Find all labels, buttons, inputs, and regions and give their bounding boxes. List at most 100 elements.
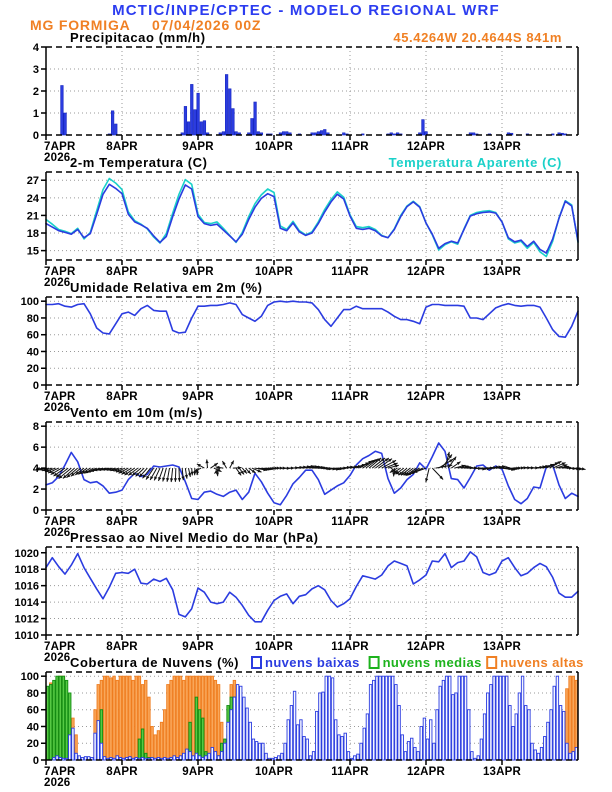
cloud-bar-blue xyxy=(74,752,78,761)
precip-bar xyxy=(180,132,184,136)
wind-arrowhead xyxy=(194,468,199,472)
cloud-bar-blue xyxy=(353,755,357,761)
cloud-bar-blue xyxy=(539,746,544,761)
model-title: MCTIC/INPE/CPTEC - MODELO REGIONAL WRF xyxy=(112,2,500,19)
cloud-bar-blue xyxy=(251,738,256,761)
wind-arrowhead xyxy=(56,473,60,478)
x-tick-label: 13APR xyxy=(483,641,522,653)
cloud-bar-blue xyxy=(191,755,195,761)
cloud-bar-blue xyxy=(372,679,376,761)
precip-bar xyxy=(193,109,197,136)
wind-arrowhead xyxy=(142,474,147,479)
y-tick-label: 6 xyxy=(33,442,39,454)
cloud-bar-blue xyxy=(406,741,411,761)
wind-arrowhead xyxy=(188,472,192,477)
wind-arrowhead xyxy=(393,462,398,466)
y-tick-label: 27 xyxy=(27,175,39,187)
cloud-bar-green xyxy=(64,679,69,761)
cloud-bar-blue xyxy=(536,752,541,761)
x-year-label: 2026 xyxy=(44,277,70,289)
wind-arrowhead xyxy=(215,472,220,477)
panel-precipitation: 0 1 2 3 4 7APR 8APR 9APR 10APR 11APR 12APR 13APR 202… xyxy=(33,30,579,164)
cloud-bar-blue xyxy=(270,757,275,761)
cloud-bar-blue xyxy=(524,705,528,761)
x-year-label: 2026 xyxy=(44,777,70,789)
x-tick-label: 7APR xyxy=(44,516,76,528)
cloud-bar-blue xyxy=(467,709,471,761)
cloud-bar-blue xyxy=(299,719,303,761)
cloud-bar-orange xyxy=(213,679,218,761)
panel-title-mslp: Pressao ao Nivel Medio do Mar (hPa) xyxy=(70,530,319,545)
panel-title-precipitation: Precipitacao (mm/h) xyxy=(70,30,206,45)
panel-right-label: 45.4264W 20.4644S 841m xyxy=(393,30,562,45)
cloud-bar-blue xyxy=(375,675,379,761)
wind-arrowhead xyxy=(410,470,415,474)
legend-label-green: nuvens medias xyxy=(383,655,482,670)
x-tick-label: 7APR xyxy=(44,141,76,153)
wind-arrowhead xyxy=(107,467,112,471)
precip-bar xyxy=(471,132,476,136)
precip-bar xyxy=(560,132,564,136)
cloud-bar-blue xyxy=(204,755,208,761)
wind-arrowhead xyxy=(398,471,403,476)
cloud-bar-blue xyxy=(289,705,294,761)
x-tick-label: 10APR xyxy=(255,766,294,778)
cloud-bar-blue xyxy=(530,742,534,761)
wind-arrowhead xyxy=(42,468,47,472)
wind-arrowhead xyxy=(132,472,136,476)
wind-arrowhead xyxy=(257,469,262,473)
cloud-bar-blue xyxy=(555,675,560,761)
wind-arrowhead xyxy=(70,472,75,477)
cloud-bar-green xyxy=(55,675,59,761)
x-tick-label: 8APR xyxy=(106,141,138,153)
wind-arrowhead xyxy=(124,471,129,476)
cloud-bar-blue xyxy=(261,742,265,761)
cloud-bar-blue xyxy=(435,709,439,761)
x-tick-label: 11APR xyxy=(331,766,369,778)
cloud-bar-blue xyxy=(71,727,75,761)
y-tick-label: 3 xyxy=(33,64,39,76)
wind-arrowhead xyxy=(446,451,450,456)
precip-bar xyxy=(187,121,191,136)
cloud-bar-green xyxy=(140,728,145,761)
cloud-bar-blue xyxy=(292,690,297,761)
wind-arrowhead xyxy=(86,469,91,473)
cloud-bar-blue xyxy=(362,727,366,761)
cloud-bar-blue xyxy=(286,719,290,761)
x-tick-label: 11APR xyxy=(331,516,369,528)
cloud-bar-blue xyxy=(454,692,458,761)
x-tick-label: 9APR xyxy=(182,641,214,653)
cloud-bar-orange xyxy=(125,675,129,761)
cloud-bar-blue xyxy=(245,707,249,761)
y-tick-label: 60 xyxy=(27,705,39,717)
cloud-bar-blue xyxy=(315,710,319,761)
cloud-bar-blue xyxy=(93,732,97,761)
legend-swatch-orange xyxy=(486,656,498,669)
y-tick-label: 0 xyxy=(33,755,39,767)
cloud-bar-blue xyxy=(153,757,157,761)
cloud-bar-green xyxy=(61,675,66,761)
cloud-bar-blue xyxy=(568,752,572,761)
y-tick-label: 1014 xyxy=(15,597,40,609)
cloud-bar-blue xyxy=(321,691,325,761)
cloud-bar-orange xyxy=(191,675,195,761)
cloud-bar-blue xyxy=(99,742,104,761)
cloud-bar-blue xyxy=(501,675,506,761)
wind-arrowhead xyxy=(240,470,245,475)
cloud-bar-orange xyxy=(147,696,151,761)
cloud-bar-blue xyxy=(330,677,335,761)
cloud-bar-blue xyxy=(403,751,408,761)
wind-arrowhead xyxy=(377,457,382,462)
wind-arrowhead xyxy=(53,472,58,477)
cloud-bar-blue xyxy=(258,742,262,761)
cloud-bar-blue xyxy=(432,742,436,761)
wind-arrowhead xyxy=(247,470,251,474)
wind-arrowhead xyxy=(251,469,256,474)
cloud-bar-orange xyxy=(207,675,211,761)
panel-cloud-cover: 0 20 40 60 80 100 7APR 8APR 9APR 10APR 11APR 12APR 1… xyxy=(21,655,584,789)
line-mslp xyxy=(45,551,579,623)
cloud-bar-green xyxy=(52,679,56,761)
wind-arrowhead xyxy=(214,469,219,474)
precip-bar xyxy=(342,132,346,136)
